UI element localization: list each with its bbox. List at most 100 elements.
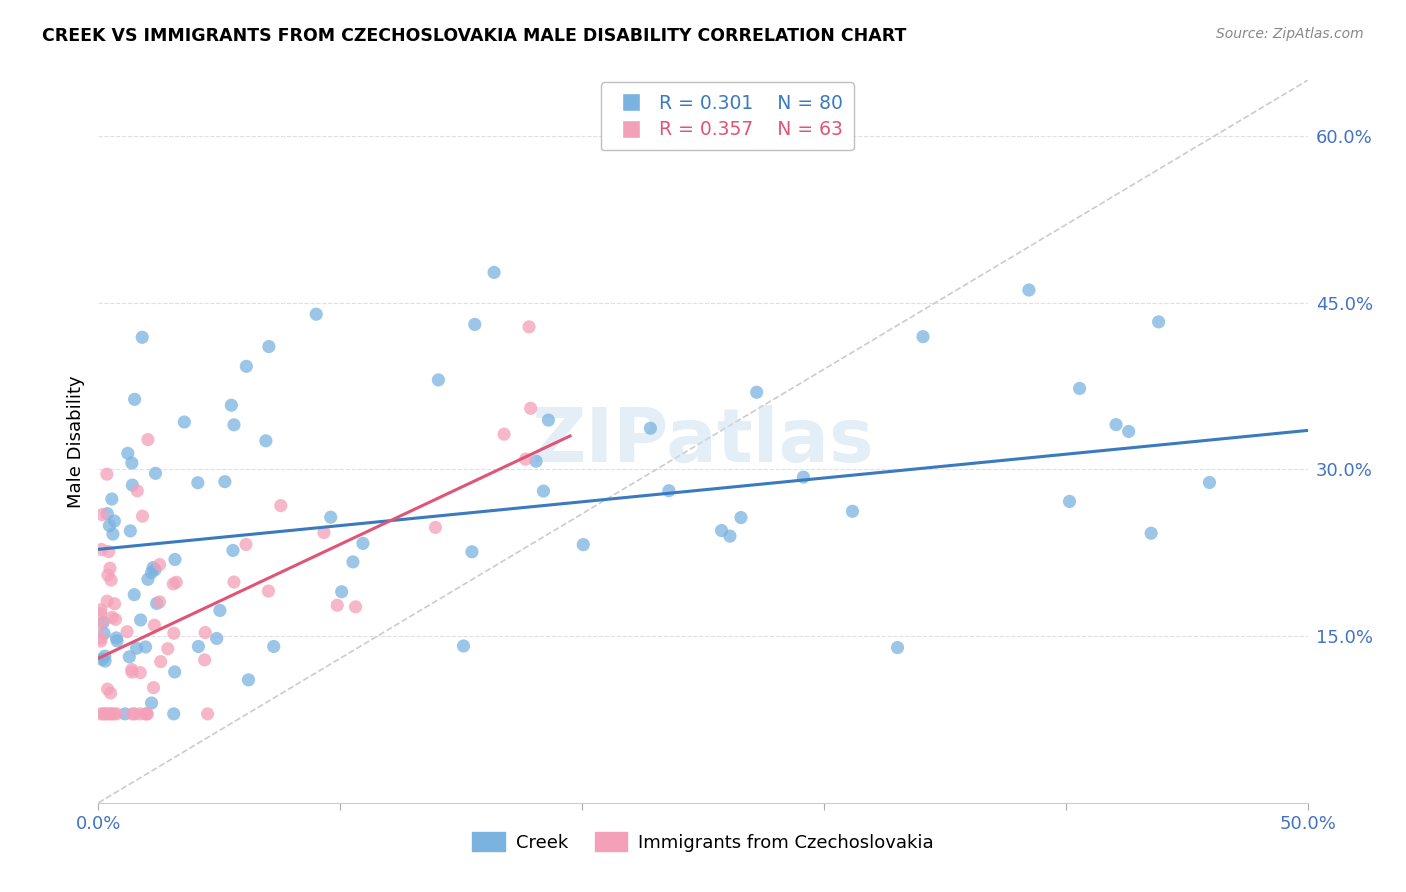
Point	[319, 510, 342, 524]
Point	[128, 706, 150, 721]
Point	[572, 538, 595, 552]
Point	[305, 307, 328, 321]
Point	[841, 504, 863, 518]
Point	[141, 696, 163, 710]
Point	[254, 434, 277, 448]
Point	[205, 632, 228, 646]
Point	[121, 706, 143, 721]
Point	[718, 529, 741, 543]
Point	[91, 508, 114, 522]
Point	[100, 573, 122, 587]
Point	[162, 577, 184, 591]
Point	[1069, 381, 1091, 395]
Point	[194, 653, 217, 667]
Point	[97, 568, 120, 582]
Point	[103, 706, 125, 721]
Point	[235, 359, 257, 374]
Point	[135, 706, 157, 721]
Point	[156, 641, 179, 656]
Point	[330, 584, 353, 599]
Point	[90, 542, 112, 557]
Point	[136, 706, 159, 721]
Point	[1105, 417, 1128, 432]
Point	[1147, 315, 1170, 329]
Point	[131, 509, 153, 524]
Point	[96, 706, 118, 721]
Point	[1118, 425, 1140, 439]
Point	[464, 318, 486, 332]
Point	[173, 415, 195, 429]
Point	[263, 640, 285, 654]
Point	[163, 706, 186, 721]
Point	[911, 329, 934, 343]
Point	[221, 398, 243, 412]
Point	[453, 639, 475, 653]
Point	[91, 652, 114, 666]
Point	[149, 655, 172, 669]
Point	[149, 558, 172, 572]
Point	[121, 665, 143, 680]
Text: CREEK VS IMMIGRANTS FROM CZECHOSLOVAKIA MALE DISABILITY CORRELATION CHART: CREEK VS IMMIGRANTS FROM CZECHOSLOVAKIA …	[42, 27, 907, 45]
Point	[135, 706, 157, 721]
Point	[658, 483, 681, 498]
Point	[427, 373, 450, 387]
Text: ZIPatlas: ZIPatlas	[531, 405, 875, 478]
Point	[124, 392, 146, 407]
Point	[90, 706, 112, 721]
Point	[117, 446, 139, 460]
Point	[342, 555, 364, 569]
Point	[101, 491, 124, 506]
Y-axis label: Male Disability: Male Disability	[66, 376, 84, 508]
Point	[115, 624, 138, 639]
Point	[93, 626, 115, 640]
Point	[105, 634, 128, 648]
Point	[222, 543, 245, 558]
Point	[135, 640, 157, 654]
Point	[222, 574, 245, 589]
Point	[129, 613, 152, 627]
Point	[101, 610, 124, 624]
Point	[886, 640, 908, 655]
Point	[312, 525, 335, 540]
Point	[125, 641, 148, 656]
Point	[145, 596, 167, 610]
Point	[136, 433, 159, 447]
Point	[524, 454, 547, 468]
Point	[142, 560, 165, 574]
Point	[105, 706, 128, 721]
Point	[94, 654, 117, 668]
Point	[425, 520, 447, 534]
Point	[127, 483, 149, 498]
Point	[97, 544, 120, 558]
Point	[165, 575, 187, 590]
Point	[710, 524, 733, 538]
Point	[515, 452, 537, 467]
Point	[187, 640, 209, 654]
Point	[90, 607, 112, 621]
Point	[745, 385, 768, 400]
Point	[519, 401, 541, 416]
Point	[91, 615, 114, 630]
Point	[105, 631, 128, 645]
Point	[149, 595, 172, 609]
Point	[90, 603, 112, 617]
Point	[494, 427, 516, 442]
Legend: Creek, Immigrants from Czechoslovakia: Creek, Immigrants from Czechoslovakia	[465, 825, 941, 859]
Point	[482, 265, 505, 279]
Point	[94, 649, 117, 664]
Point	[145, 467, 167, 481]
Point	[136, 572, 159, 586]
Point	[90, 634, 112, 648]
Point	[792, 470, 814, 484]
Point	[257, 340, 280, 354]
Point	[730, 510, 752, 524]
Point	[98, 561, 121, 575]
Point	[640, 421, 662, 435]
Point	[326, 599, 349, 613]
Point	[124, 706, 146, 721]
Point	[103, 514, 125, 528]
Text: Source: ZipAtlas.com: Source: ZipAtlas.com	[1216, 27, 1364, 41]
Point	[197, 706, 219, 721]
Point	[98, 706, 121, 721]
Point	[270, 499, 292, 513]
